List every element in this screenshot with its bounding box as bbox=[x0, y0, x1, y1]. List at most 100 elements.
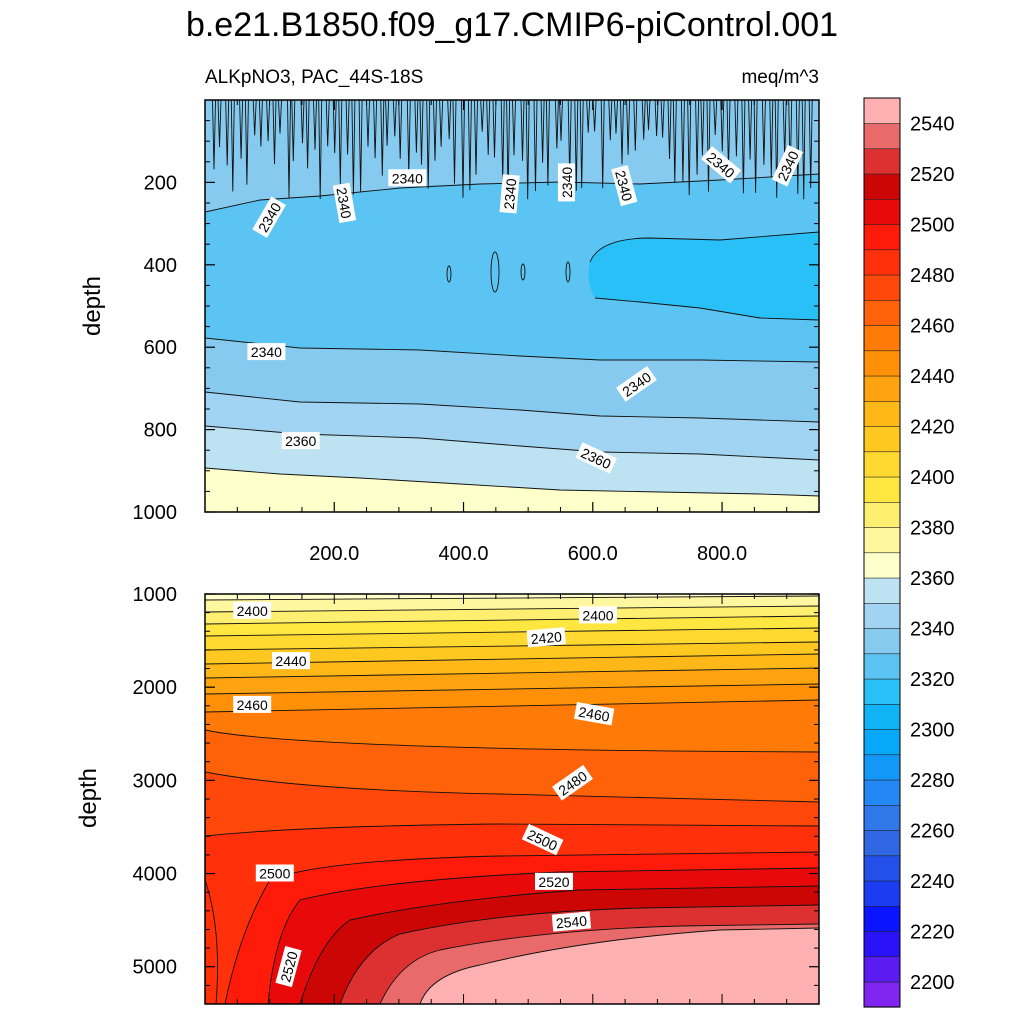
lower-fill-2560 bbox=[420, 928, 819, 1004]
upper-contour-label-box bbox=[701, 145, 742, 184]
upper-surface-contour bbox=[579, 100, 584, 189]
lower-contour-label-text: 2500 bbox=[259, 866, 290, 882]
upper-surface-contour bbox=[305, 100, 310, 169]
lower-contour-label-box bbox=[573, 702, 615, 726]
upper-surface-contour bbox=[741, 100, 746, 194]
upper-surface-contour bbox=[380, 100, 385, 176]
upper-contour-label-box bbox=[611, 165, 638, 207]
upper-fill-2380 bbox=[205, 468, 819, 512]
upper-surface-contour bbox=[244, 100, 249, 185]
colorbar-swatch bbox=[863, 627, 901, 655]
colorbar-tick-label: 2400 bbox=[910, 467, 955, 489]
upper-surface-contour bbox=[366, 100, 370, 147]
colorbar-swatch bbox=[863, 829, 901, 857]
colorbar-swatch bbox=[863, 577, 901, 604]
colorbar-swatch bbox=[863, 249, 901, 276]
colorbar-tick-label: 2260 bbox=[910, 820, 955, 842]
upper-surface-contour bbox=[398, 100, 403, 159]
colorbar-swatch bbox=[863, 425, 901, 453]
upper-surface-contour bbox=[266, 100, 271, 142]
upper-surface-contour bbox=[808, 100, 813, 189]
upper-surface-contour bbox=[695, 100, 700, 175]
colorbar-swatch bbox=[863, 956, 901, 983]
upper-surface-contour bbox=[486, 100, 491, 156]
upper-surface-contour bbox=[748, 100, 753, 160]
upper-surface-contour bbox=[520, 100, 525, 161]
upper-y-tick-label: 800 bbox=[144, 420, 177, 442]
colorbar-tick-label: 2480 bbox=[910, 265, 955, 287]
colorbar-swatch bbox=[863, 602, 901, 629]
lower-contour-label-text: 2400 bbox=[237, 603, 268, 619]
upper-surface-contour bbox=[641, 100, 646, 140]
colorbar-swatch bbox=[863, 804, 901, 831]
lower-y-tick-label: 2000 bbox=[133, 677, 178, 699]
upper-surface-contour bbox=[667, 100, 672, 160]
colorbar-swatch bbox=[863, 299, 901, 326]
colorbar-swatch bbox=[863, 451, 901, 478]
upper-contour-label-text: 2340 bbox=[559, 167, 575, 198]
upper-surface-contour bbox=[646, 100, 651, 131]
upper-surface-contour bbox=[654, 100, 659, 137]
lower-y-axis-label: depth bbox=[75, 768, 102, 828]
colorbar-swatch bbox=[863, 905, 901, 932]
upper-surface-contour bbox=[300, 100, 305, 144]
lower-contour-label: 2440 bbox=[272, 652, 310, 670]
upper-surface-contour bbox=[212, 100, 216, 170]
lower-contour-label: 2520 bbox=[275, 946, 302, 988]
upper-surface-contour bbox=[373, 100, 378, 159]
colorbar-tick-label: 2380 bbox=[910, 517, 955, 539]
upper-surface-contour bbox=[291, 100, 296, 162]
variable-region-label: ALKpNO3, PAC_44S-18S bbox=[205, 67, 423, 88]
upper-surface-contour bbox=[474, 100, 478, 175]
upper-y-tick-label: 1000 bbox=[133, 502, 178, 524]
upper-contour-label-text: 2360 bbox=[285, 433, 316, 449]
lower-ticks: 1000 2000 3000 4000 5000 bbox=[133, 584, 819, 1004]
colorbar-swatch bbox=[863, 198, 901, 225]
upper-contour-label: 2340 bbox=[332, 182, 357, 224]
colorbar-tick-label: 2280 bbox=[910, 770, 955, 792]
upper-surface-contour bbox=[278, 100, 282, 134]
upper-surface-contour bbox=[626, 100, 631, 155]
figure-title: b.e21.B1850.f09_g17.CMIP6-piControl.001 bbox=[186, 6, 838, 44]
upper-surface-contour bbox=[586, 100, 591, 133]
lower-contour-label-box bbox=[526, 627, 566, 648]
colorbar-swatch bbox=[863, 526, 901, 554]
lower-contour-label-box bbox=[535, 872, 573, 890]
upper-surface-contour bbox=[795, 100, 800, 195]
upper-surface-contour bbox=[492, 100, 497, 158]
upper-surface-contour bbox=[559, 100, 563, 141]
lower-contour-label-text: 2460 bbox=[237, 697, 268, 713]
upper-contour-label: 2340 bbox=[499, 174, 520, 214]
upper-contour-label-text: 2340 bbox=[612, 169, 636, 203]
upper-surface-contour bbox=[545, 100, 550, 186]
upper-surface-contour bbox=[512, 100, 516, 156]
upper-surface-contour bbox=[345, 100, 350, 155]
upper-surface-contour bbox=[525, 100, 530, 200]
lower-contour-label-text: 2520 bbox=[538, 874, 569, 890]
upper-surface-contour bbox=[258, 100, 263, 147]
upper-contour-label-box bbox=[575, 442, 618, 474]
upper-surface-contour bbox=[318, 100, 323, 200]
upper-contour-label-box bbox=[252, 196, 287, 238]
upper-y-axis-label: depth bbox=[79, 276, 106, 336]
upper-contour-label-text: 2340 bbox=[251, 344, 282, 360]
upper-surface-contour bbox=[439, 100, 444, 147]
colorbar: 2200 2220 2240 2260 2280 2300 2320 2340 2360 2380… bbox=[863, 97, 955, 1008]
upper-surface-contour bbox=[358, 100, 363, 192]
upper-surface-contour bbox=[480, 100, 485, 132]
colorbar-tick-label: 2440 bbox=[910, 366, 955, 388]
upper-x-tick-label: 200.0 bbox=[309, 543, 359, 565]
lower-contour-label-box bbox=[233, 601, 272, 619]
lower-contour-label-text: 2540 bbox=[555, 913, 588, 932]
colorbar-swatch bbox=[863, 501, 901, 528]
colorbar-tick-label: 2460 bbox=[910, 315, 955, 337]
upper-surface-contour bbox=[753, 100, 758, 193]
upper-y-tick-label: 400 bbox=[144, 255, 177, 277]
lower-contour-label-box bbox=[255, 864, 294, 882]
lower-contour-label-text: 2420 bbox=[530, 628, 563, 647]
upper-surface-contour bbox=[540, 100, 545, 163]
colorbar-tick-label: 2340 bbox=[910, 618, 955, 640]
upper-surface-contour bbox=[769, 100, 774, 178]
colorbar-tick-label: 2420 bbox=[910, 416, 955, 438]
upper-contour-label-box bbox=[388, 169, 427, 187]
